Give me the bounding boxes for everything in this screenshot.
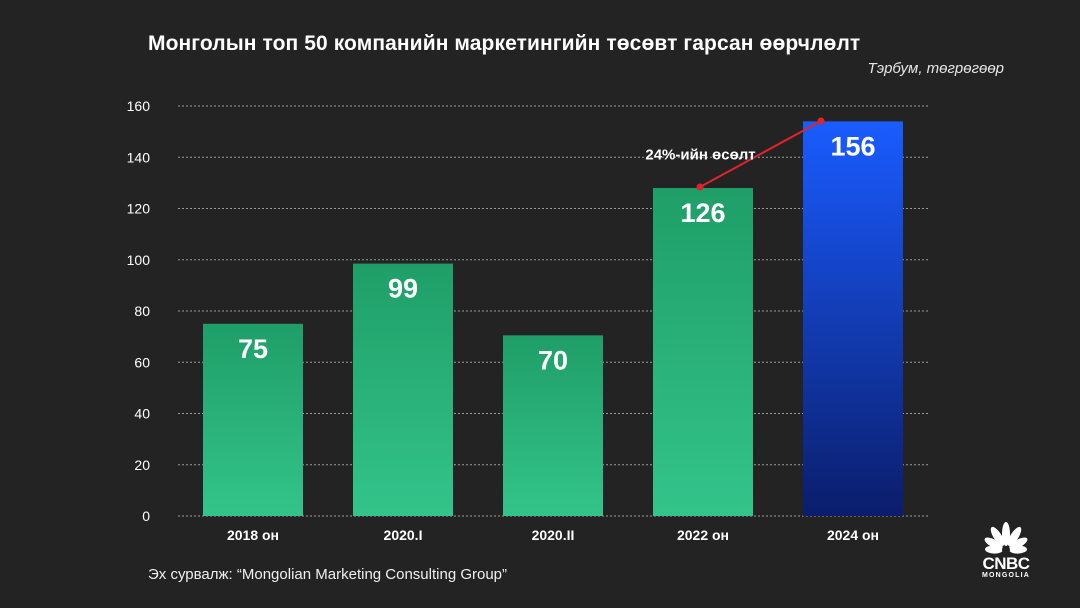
data-label: 75 <box>238 334 268 364</box>
x-tick-label: 2020.II <box>532 527 575 543</box>
bar-2 <box>353 263 453 516</box>
peacock-icon <box>984 522 1028 554</box>
bar-4 <box>653 188 753 516</box>
y-tick-label: 0 <box>142 508 150 524</box>
data-label: 156 <box>830 131 875 161</box>
data-label: 70 <box>538 345 568 375</box>
x-tick-label: 2022 он <box>677 527 729 543</box>
y-tick-label: 40 <box>134 406 150 422</box>
y-tick-label: 20 <box>134 457 150 473</box>
y-tick-label: 80 <box>134 303 150 319</box>
bar-1 <box>203 323 303 516</box>
logo-wordmark: CNBC <box>982 554 1030 573</box>
growth-annotation: 24%-ийн өсөлт <box>645 117 825 191</box>
growth-line <box>699 120 822 188</box>
x-axis-ticks: 2018 он 2020.I 2020.II 2022 он 2024 он <box>227 527 879 543</box>
y-axis-ticks: 0 20 40 60 80 100 120 140 160 <box>127 98 151 524</box>
x-tick-label: 2020.I <box>384 527 423 543</box>
bar-3 <box>503 335 603 516</box>
y-tick-label: 160 <box>127 98 151 114</box>
source-note: Эх сурвалж: “Mongolian Marketing Consult… <box>148 566 508 583</box>
unit-note: Тэрбум, төгрөгөөр <box>867 60 1004 77</box>
data-label: 99 <box>388 274 418 304</box>
bars <box>203 121 903 516</box>
growth-annotation-text: 24%-ийн өсөлт <box>645 146 755 163</box>
y-tick-label: 60 <box>134 354 150 370</box>
y-tick-label: 140 <box>127 149 151 165</box>
y-tick-label: 100 <box>127 252 151 268</box>
bar-chart: 0 20 40 60 80 100 120 140 160 75 99 70 126 156 2018 … <box>127 98 928 543</box>
bar-5 <box>803 121 903 516</box>
data-label: 126 <box>680 198 725 228</box>
x-tick-label: 2018 он <box>227 527 279 543</box>
growth-point-end <box>817 117 825 125</box>
growth-point-start <box>696 183 704 191</box>
data-labels: 75 99 70 126 156 <box>238 131 876 375</box>
chart-title: Монголын топ 50 компанийн маркетингийн т… <box>148 32 861 55</box>
y-tick-label: 120 <box>127 201 151 217</box>
logo-subtitle: MONGOLIA <box>981 572 1031 579</box>
x-tick-label: 2024 он <box>827 527 879 543</box>
cnbc-mongolia-logo: CNBC MONGOLIA <box>966 520 1046 590</box>
